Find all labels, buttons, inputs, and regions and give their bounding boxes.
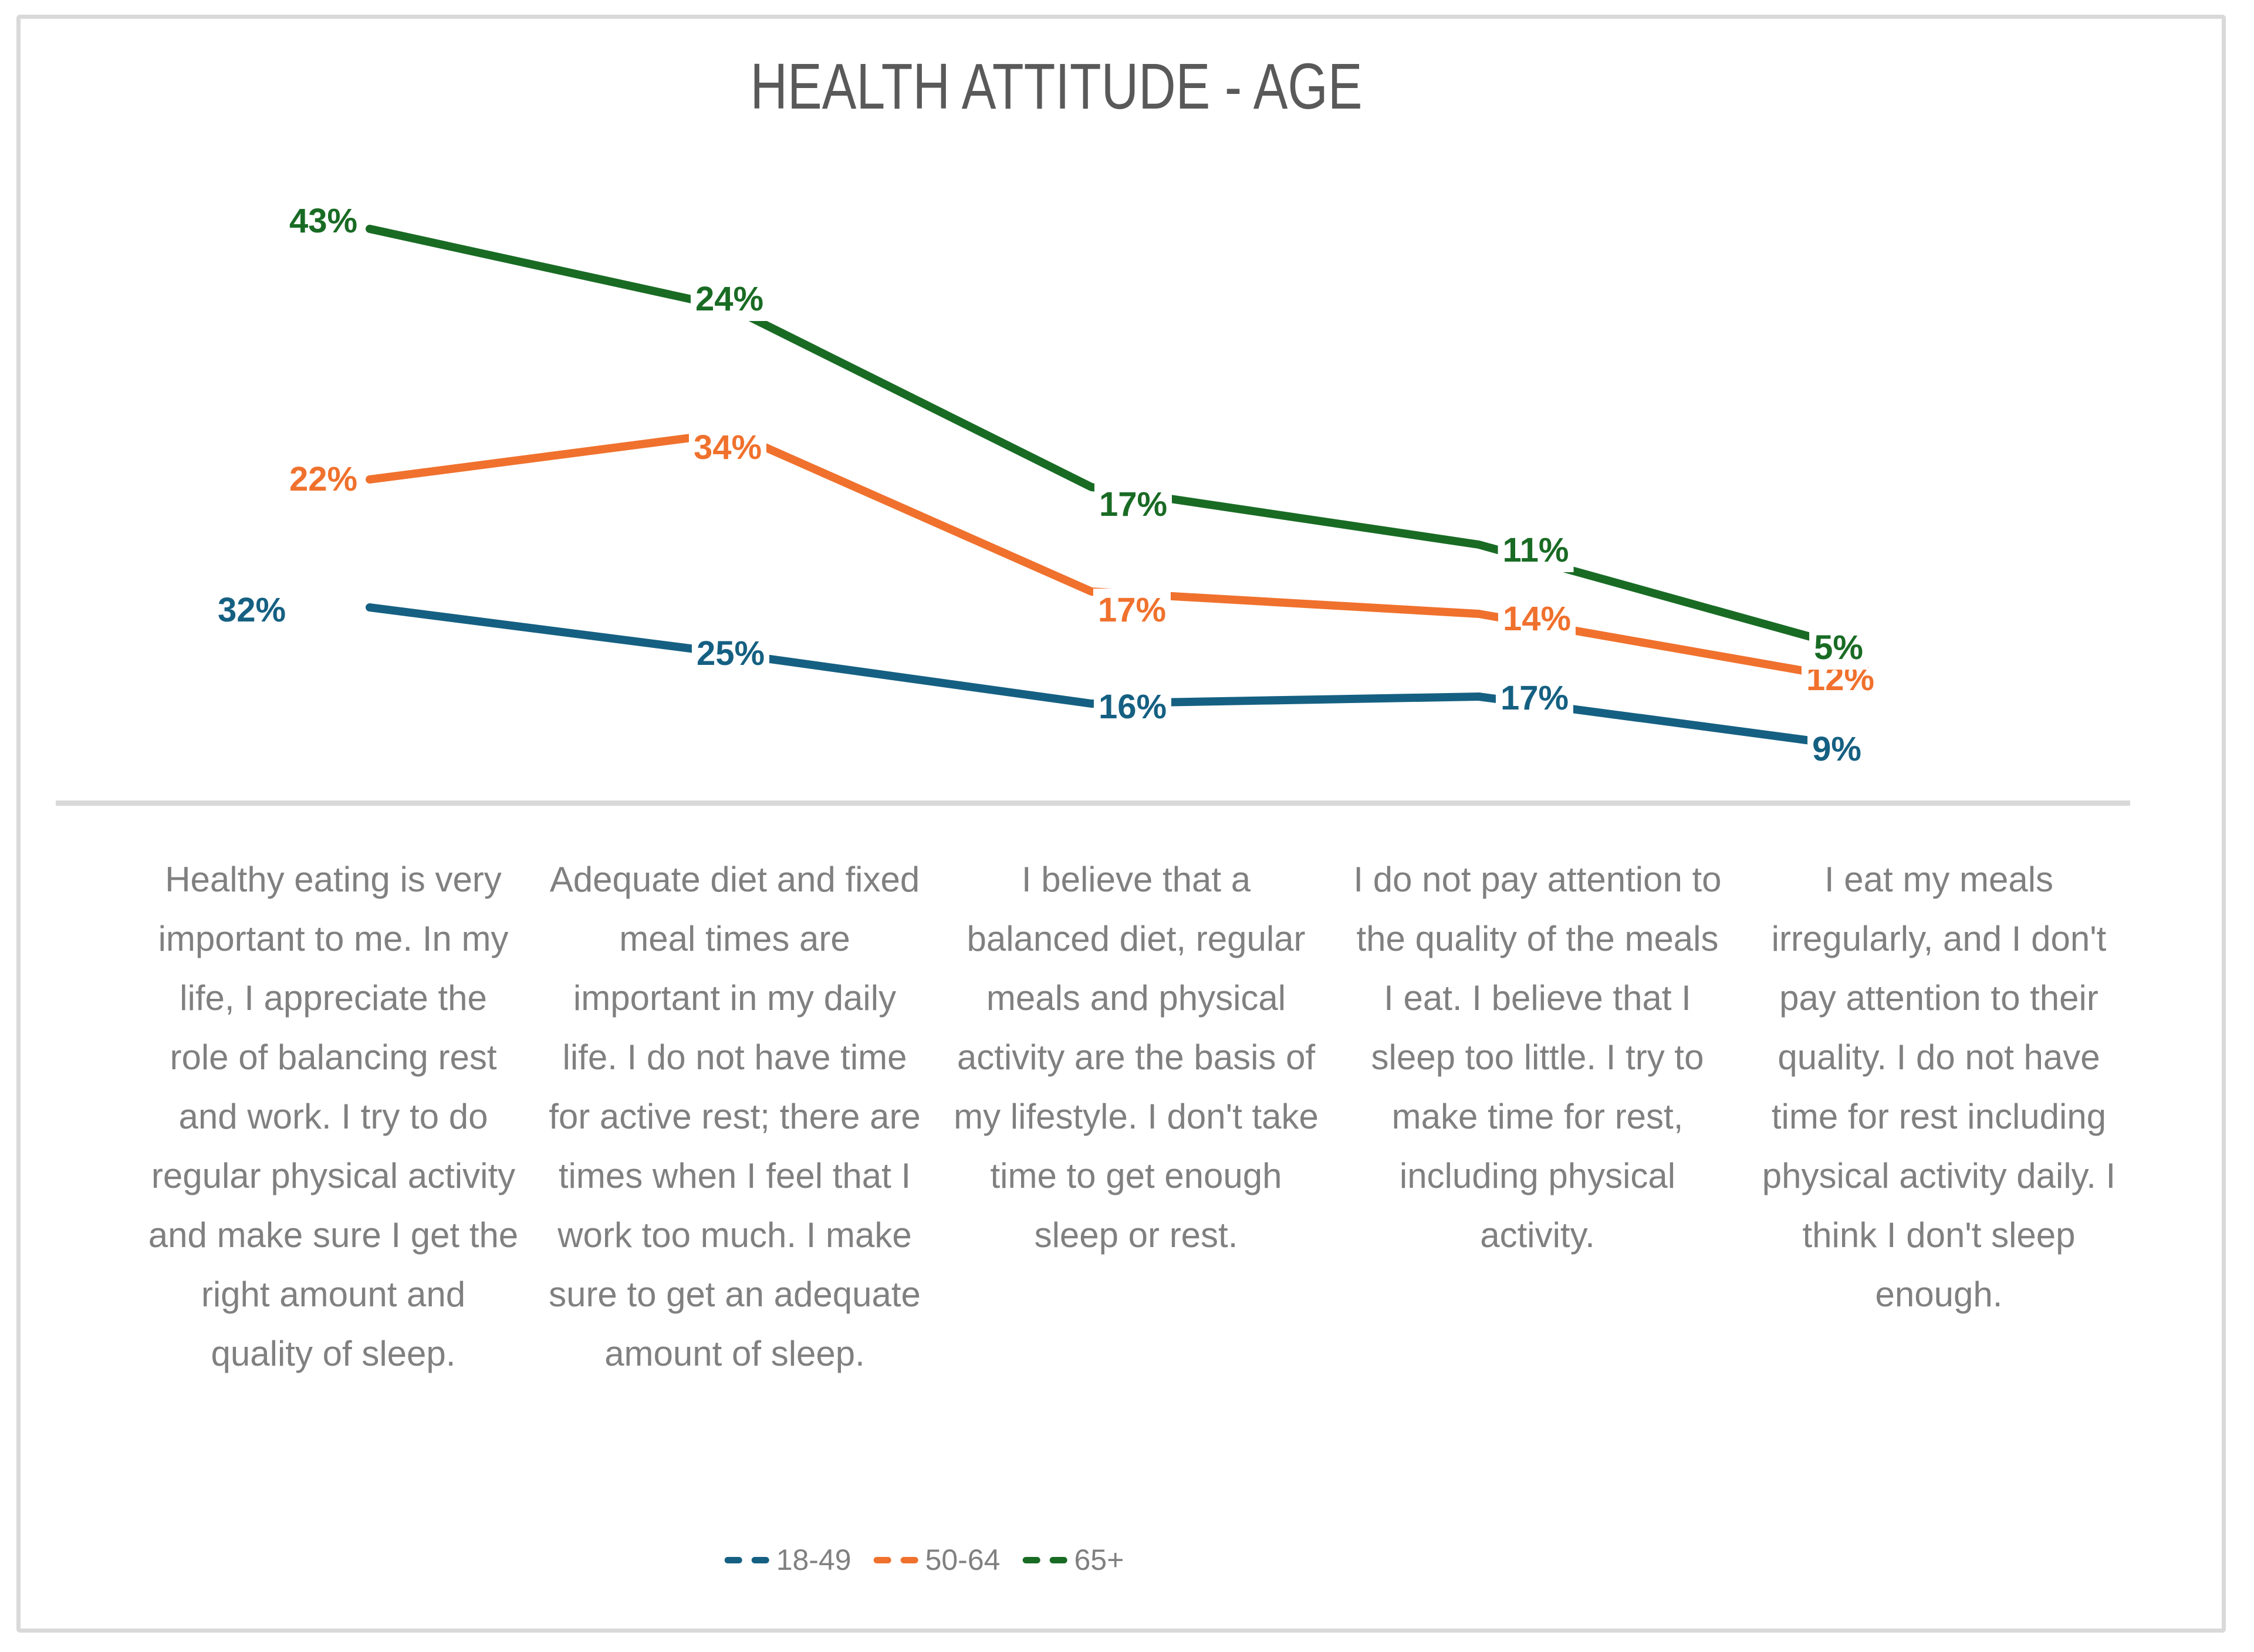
data-label-18-49-pt1: 32%	[212, 589, 291, 632]
legend-line-marker-65plus	[1022, 1556, 1067, 1563]
legend-dash-icon	[751, 1556, 769, 1563]
series-line-50-64	[366, 428, 1814, 676]
data-label-65+-pt3: 17%	[1094, 483, 1172, 526]
legend-entry-65plus: 65+	[1022, 1543, 1124, 1577]
legend-line-marker-18-49	[724, 1556, 769, 1563]
legend-line-marker-50-64	[873, 1556, 918, 1563]
legend-dash-icon	[873, 1556, 891, 1563]
data-label-50-64-pt1: 22%	[284, 458, 363, 501]
data-label-65+-pt4: 11%	[1498, 529, 1574, 572]
data-label-50-64-pt2: 34%	[688, 426, 767, 469]
chart-title: HEALTH ATTITUDE - AGE	[750, 50, 1363, 123]
legend-dash-icon	[900, 1556, 918, 1563]
data-label-65+-pt5: 5%	[1809, 626, 1868, 670]
legend-label-65plus: 65+	[1074, 1543, 1124, 1576]
series-line-18-49	[366, 603, 1814, 745]
legend-entry-18-49: 18-49	[724, 1543, 851, 1577]
category-label-4: I do not pay attention to the quality of…	[1353, 860, 1722, 1255]
legend-entry-50-64: 50-64	[873, 1543, 1001, 1577]
legend-label-18-49: 18-49	[776, 1543, 851, 1576]
category-label-5: I eat my meals irregularly, and I don't …	[1762, 860, 2116, 1314]
legend-dash-icon	[1049, 1556, 1067, 1563]
legend: 18-49 50-64 65+	[724, 1543, 1124, 1577]
data-label-18-49-pt5: 9%	[1807, 728, 1866, 771]
series-line-65+	[366, 225, 1814, 641]
data-label-18-49-pt3: 16%	[1093, 685, 1172, 729]
data-label-18-49-pt2: 25%	[691, 632, 770, 675]
category-axis-labels: Healthy eating is very important to me. …	[133, 850, 2140, 1383]
category-label-3: I believe that a balanced diet, regular …	[954, 860, 1319, 1255]
category-label-1: Healthy eating is very important to me. …	[148, 860, 519, 1373]
legend-label-50-64: 50-64	[925, 1543, 1001, 1576]
data-label-50-64-pt4: 14%	[1498, 597, 1576, 641]
data-label-18-49-pt4: 17%	[1495, 677, 1574, 720]
category-label-2: Adequate diet and fixed meal times are i…	[549, 860, 921, 1373]
category-axis-line	[56, 800, 2130, 806]
data-label-65+-pt1: 43%	[284, 200, 363, 243]
data-label-65+-pt2: 24%	[690, 278, 769, 321]
data-label-50-64-pt3: 17%	[1093, 589, 1171, 632]
legend-dash-icon	[724, 1556, 742, 1563]
chart-border-frame	[16, 15, 2226, 1633]
legend-dash-icon	[1022, 1556, 1040, 1563]
